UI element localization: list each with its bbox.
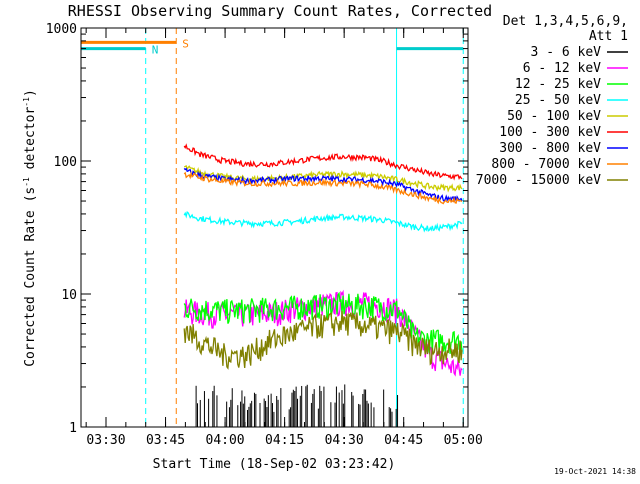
- plot-frame: [80, 27, 469, 428]
- x-tick-label: 03:45: [146, 433, 185, 448]
- series-5: [183, 143, 463, 181]
- series-line: [183, 167, 463, 203]
- annotation-label-n: N: [152, 44, 159, 57]
- series-line: [183, 143, 463, 181]
- legend-entry-label: 800 - 7000 keV: [491, 157, 601, 172]
- annotation-label-s: S: [182, 37, 189, 50]
- x-tick-label: 04:45: [384, 433, 423, 448]
- x-tick-label: 03:30: [86, 433, 125, 448]
- legend-header: Det 1,3,4,5,6,9,: [503, 14, 628, 29]
- x-tick-label: 04:30: [325, 433, 364, 448]
- series-2: [183, 291, 463, 355]
- legend-entry-label: 25 - 50 keV: [515, 93, 601, 108]
- legend-entry-label: 100 - 300 keV: [499, 125, 601, 140]
- legend-entry-label: 7000 - 15000 keV: [476, 173, 601, 188]
- legend-entry-label: 300 - 800 keV: [499, 141, 601, 156]
- x-axis-label: Start Time (18-Sep-02 03:23:42): [153, 457, 396, 472]
- chart-title: RHESSI Observing Summary Count Rates, Co…: [68, 2, 492, 20]
- y-axis-label: Corrected Count Rate (s-1 detector-1): [22, 89, 38, 367]
- timestamp: 19-Oct-2021 14:38: [554, 467, 636, 476]
- legend-entry-label: 12 - 25 keV: [515, 77, 601, 92]
- x-axis-ticks: 03:30 03:45 04:00 04:15 04:30 04:45 05:00: [85, 28, 483, 448]
- legend-entry-label: 3 - 6 keV: [531, 45, 602, 60]
- y-tick-label: 10: [61, 288, 77, 303]
- series-line: [183, 291, 463, 355]
- y-tick-label: 1: [69, 421, 77, 436]
- x-tick-label: 04:15: [265, 433, 304, 448]
- series-line: [183, 210, 463, 233]
- series-line: [183, 170, 463, 205]
- x-tick-label: 04:00: [206, 433, 245, 448]
- series-line: [183, 311, 463, 370]
- legend-attenuator: Att 1: [589, 29, 628, 44]
- series-7: [183, 170, 463, 205]
- legend-entry-label: 6 - 12 keV: [523, 61, 601, 76]
- series-3: [183, 210, 463, 233]
- series-8: [183, 311, 463, 370]
- y-axis-ticks: 1 10 100 1000: [46, 22, 468, 436]
- y-tick-label: 100: [54, 155, 77, 170]
- x-tick-label: 05:00: [444, 433, 483, 448]
- legend-entry-label: 50 - 100 keV: [507, 109, 601, 124]
- series-0: [195, 384, 399, 427]
- series-6: [183, 167, 463, 203]
- y-tick-label: 1000: [46, 22, 77, 37]
